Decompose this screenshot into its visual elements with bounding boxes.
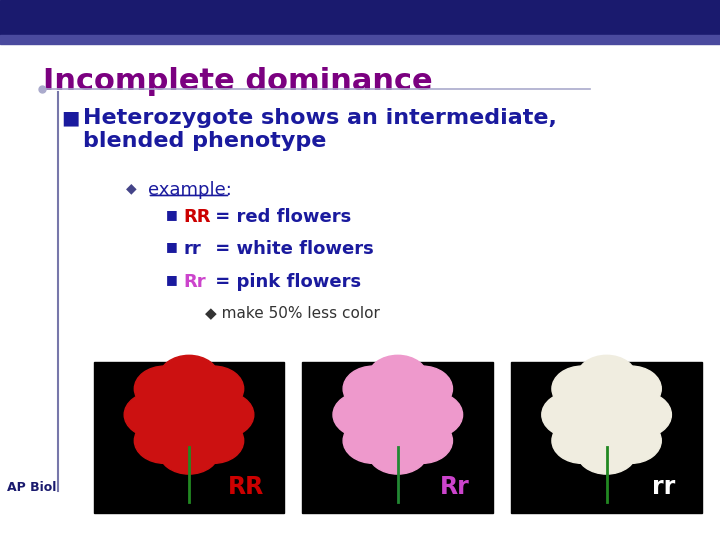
Bar (94, 362, 284, 513)
Text: Heterozygote shows an intermediate,
blended phenotype: Heterozygote shows an intermediate, blen… (83, 108, 557, 151)
Text: AP Biol: AP Biol (7, 481, 57, 494)
Circle shape (183, 418, 243, 463)
Text: = pink flowers: = pink flowers (209, 273, 361, 291)
Text: example:: example: (148, 181, 231, 199)
Text: = red flowers: = red flowers (209, 208, 351, 226)
Circle shape (135, 418, 195, 463)
Circle shape (577, 355, 637, 401)
Text: Rr: Rr (440, 476, 470, 500)
Circle shape (368, 355, 428, 401)
Circle shape (392, 366, 452, 411)
Text: ■: ■ (166, 273, 177, 286)
Bar (0, 35, 720, 44)
Text: Rr: Rr (184, 273, 206, 291)
Text: rr: rr (184, 240, 202, 258)
Bar (302, 362, 493, 513)
Circle shape (193, 392, 254, 437)
Text: Incomplete dominance: Incomplete dominance (43, 68, 433, 97)
Text: ■: ■ (166, 208, 177, 221)
Circle shape (611, 392, 672, 437)
Circle shape (368, 429, 428, 474)
Circle shape (600, 418, 661, 463)
Circle shape (552, 366, 613, 411)
Circle shape (163, 395, 215, 434)
Circle shape (183, 366, 243, 411)
Circle shape (158, 429, 220, 474)
Bar (0, 0, 720, 35)
Circle shape (541, 392, 602, 437)
Circle shape (577, 429, 637, 474)
Text: ◆ make 50% less color: ◆ make 50% less color (205, 305, 380, 320)
Bar (511, 362, 702, 513)
Circle shape (135, 366, 195, 411)
Circle shape (343, 418, 404, 463)
Circle shape (343, 366, 404, 411)
Circle shape (372, 395, 423, 434)
Circle shape (402, 392, 463, 437)
Text: ■: ■ (166, 240, 177, 253)
Circle shape (392, 418, 452, 463)
Text: RR: RR (184, 208, 211, 226)
Text: = white flowers: = white flowers (209, 240, 374, 258)
Circle shape (158, 355, 220, 401)
Circle shape (581, 395, 632, 434)
Text: ■: ■ (61, 108, 80, 127)
Text: rr: rr (652, 476, 675, 500)
Circle shape (552, 418, 613, 463)
Text: ◆: ◆ (126, 181, 137, 195)
Text: RR: RR (228, 476, 264, 500)
Circle shape (333, 392, 393, 437)
Circle shape (125, 392, 185, 437)
Circle shape (600, 366, 661, 411)
